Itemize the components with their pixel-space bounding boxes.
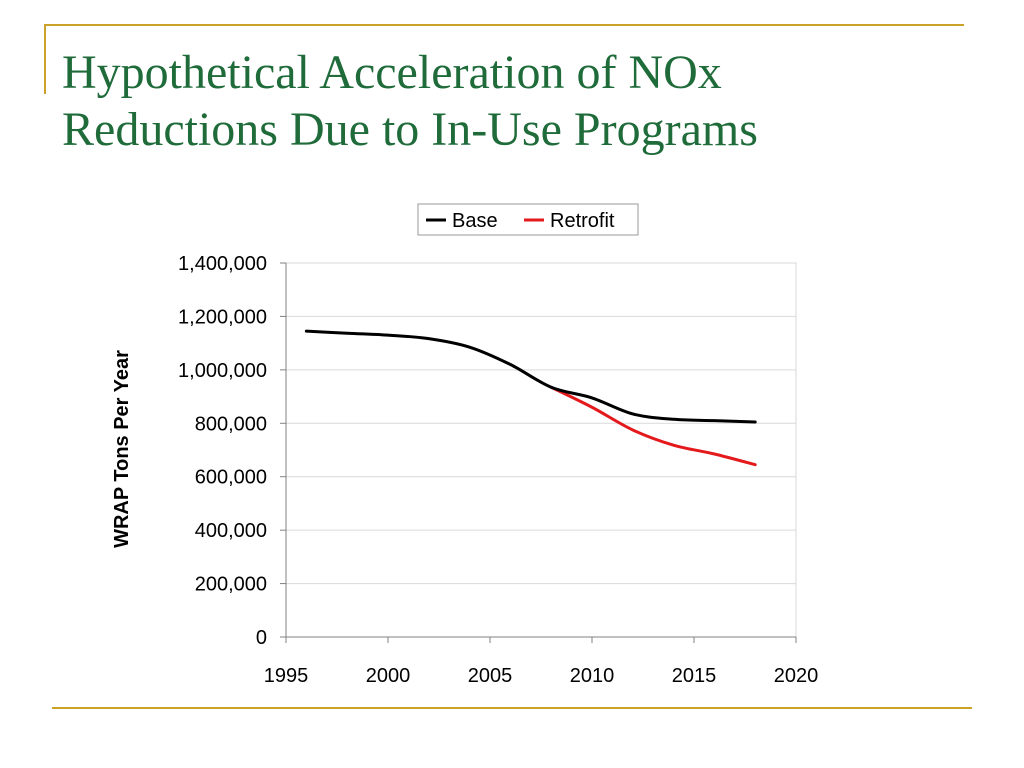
y-tick-label: 0 [256,627,267,649]
y-tick-label: 600,000 [195,467,267,489]
y-tick-label: 200,000 [195,574,267,596]
axes [285,263,796,638]
y-tick-label: 800,000 [195,413,267,435]
frame-bottom-rule [52,707,972,709]
x-tick-label: 2020 [774,665,819,687]
x-tick-label: 2000 [366,665,411,687]
x-axis-ticks: 1995 2000 2005 2010 2015 2020 [264,637,819,687]
slide-title-line-2: Reductions Due to In-Use Programs [62,103,758,156]
series-line-retrofit [549,385,757,467]
y-tick-label: 1,400,000 [178,253,267,275]
y-axis-label: WRAP Tons Per Year [111,350,133,548]
x-tick-label: 2010 [570,665,615,687]
slide-title: Hypothetical Acceleration of NOx Reducti… [62,44,962,158]
gridlines [285,262,797,638]
series-lines [304,329,757,467]
frame-left-rule [44,24,46,94]
frame-top-rule [44,24,964,26]
y-tick-label: 400,000 [195,520,267,542]
legend-label-retrofit: Retrofit [550,210,615,232]
x-tick-label: 2005 [468,665,513,687]
plot-area [285,262,797,638]
y-axis-ticks: 0 200,000 400,000 600,000 800,000 1,000,000 1,… [178,253,286,649]
y-tick-label: 1,000,000 [178,360,267,382]
slide-title-line-1: Hypothetical Acceleration of NOx [62,46,722,99]
y-tick-label: 1,200,000 [178,306,267,328]
series-line-base [304,329,757,424]
x-tick-label: 2015 [672,665,717,687]
x-tick-label: 1995 [264,665,309,687]
legend: Base Retrofit [417,203,639,236]
legend-label-base: Base [452,210,498,232]
